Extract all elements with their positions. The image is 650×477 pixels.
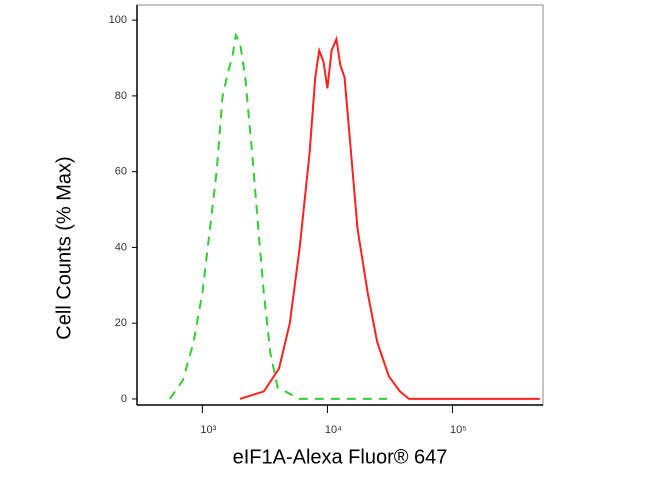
y-tick-label: 80 [115, 90, 127, 102]
y-tick-label: 60 [115, 166, 127, 178]
x-tick-label: 10⁴ [325, 424, 342, 436]
series-line [239, 35, 540, 400]
x-tick-label: 10³ [200, 424, 216, 436]
y-tick-label: 0 [121, 393, 127, 405]
series-line [169, 32, 388, 400]
y-axis-label: Cell Counts (% Max) [53, 156, 75, 339]
x-axis-label: eIF1A-Alexa Fluor® 647 [233, 446, 448, 468]
x-tick-label: 10⁵ [450, 424, 467, 436]
y-tick-label: 40 [115, 241, 127, 253]
y-tick-label: 20 [115, 317, 127, 329]
y-tick-label: 100 [109, 14, 127, 26]
